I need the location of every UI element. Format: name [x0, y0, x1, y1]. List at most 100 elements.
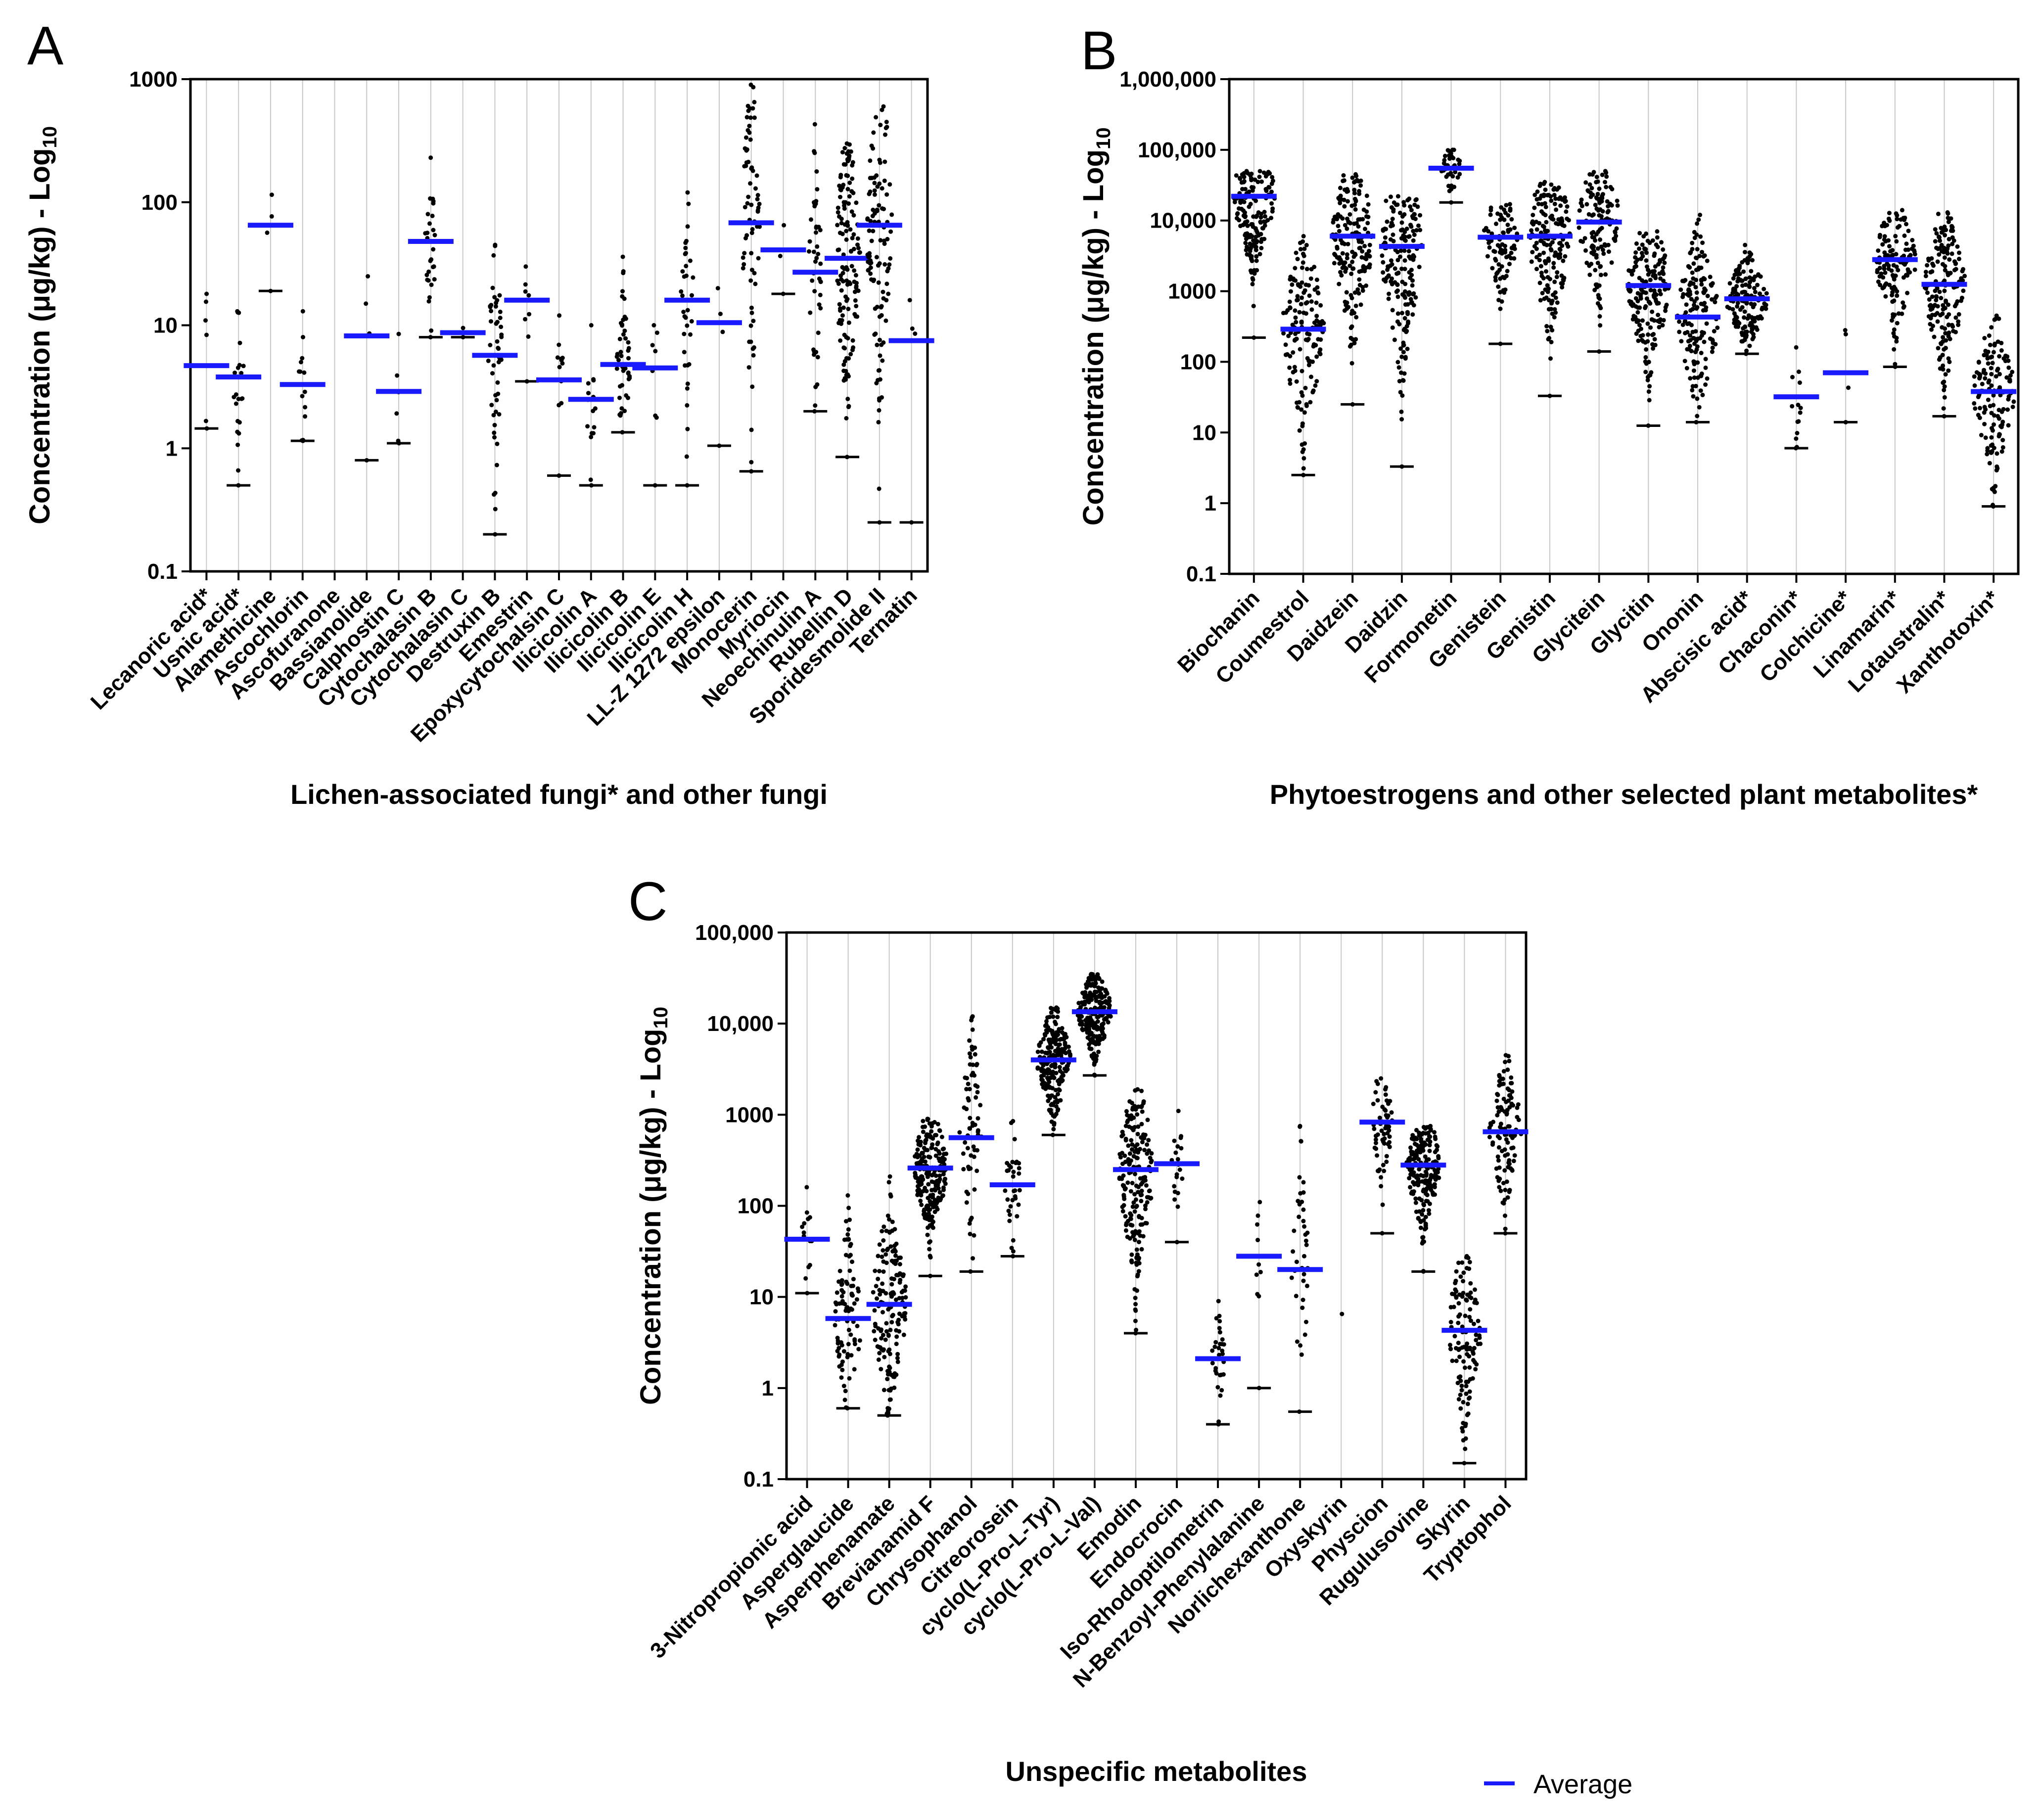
data-point — [888, 256, 893, 261]
data-point — [1052, 1120, 1057, 1125]
data-point — [585, 424, 590, 429]
data-point — [1955, 244, 1960, 249]
data-point — [1458, 1406, 1463, 1411]
data-point — [1590, 243, 1595, 248]
data-point — [626, 395, 630, 400]
data-point — [1350, 337, 1355, 342]
data-point — [1149, 1160, 1154, 1165]
data-point — [1503, 1213, 1507, 1218]
data-point — [1295, 257, 1300, 262]
data-point — [894, 1334, 899, 1339]
data-point — [882, 238, 886, 243]
data-point — [1395, 311, 1400, 316]
data-point — [1908, 253, 1913, 258]
data-point — [922, 1207, 927, 1212]
data-point — [1466, 1396, 1471, 1401]
data-point — [1292, 1228, 1297, 1233]
data-point — [1641, 234, 1646, 239]
data-point — [1946, 302, 1950, 307]
data-point — [881, 1388, 886, 1393]
data-point — [2006, 365, 2011, 370]
data-point — [1636, 338, 1641, 343]
data-point — [851, 213, 856, 218]
data-point — [1290, 282, 1295, 287]
series-linamarin — [1872, 208, 1918, 369]
data-point — [560, 356, 565, 360]
data-point — [1546, 307, 1551, 312]
data-point — [1895, 321, 1900, 326]
data-point — [1367, 249, 1371, 254]
data-point — [881, 1238, 886, 1243]
data-point — [1946, 368, 1951, 373]
data-point — [621, 269, 626, 274]
data-point — [1943, 331, 1948, 336]
data-point — [1710, 349, 1715, 354]
data-point — [964, 1200, 969, 1205]
data-point — [1990, 450, 1995, 455]
y-tick-label: 100,000 — [1138, 138, 1216, 162]
data-point — [1405, 198, 1410, 203]
data-point — [1693, 350, 1698, 355]
data-point — [812, 289, 817, 294]
data-point — [1172, 1184, 1177, 1189]
data-point — [748, 339, 753, 344]
data-point — [881, 1348, 885, 1353]
data-point — [742, 262, 746, 267]
data-point — [873, 1268, 878, 1273]
data-point — [1467, 1314, 1472, 1319]
data-point — [1338, 186, 1343, 190]
data-point — [841, 162, 846, 167]
data-point — [748, 137, 753, 142]
data-point — [718, 312, 723, 316]
data-point — [968, 1116, 973, 1120]
data-point — [526, 334, 531, 339]
data-point — [844, 237, 849, 242]
data-point — [1962, 274, 1967, 279]
data-point — [1297, 1202, 1302, 1207]
data-point — [492, 295, 497, 300]
data-point — [1465, 1401, 1470, 1406]
data-point — [1597, 187, 1602, 191]
data-point — [1173, 1150, 1178, 1155]
data-point — [1361, 265, 1366, 270]
data-point — [1453, 1281, 1458, 1286]
data-point — [1928, 316, 1933, 321]
data-point — [1379, 1184, 1384, 1189]
data-point — [1381, 227, 1386, 232]
data-point — [555, 355, 560, 360]
data-point — [1541, 250, 1546, 255]
data-point — [1052, 1034, 1056, 1039]
data-point — [1550, 328, 1555, 333]
data-point — [844, 278, 849, 283]
data-point — [1933, 239, 1938, 244]
data-point — [1973, 406, 1978, 411]
data-point — [756, 256, 761, 261]
data-point — [900, 1314, 905, 1319]
data-point — [682, 274, 687, 279]
data-point — [1056, 1049, 1061, 1054]
data-point — [1414, 1153, 1419, 1158]
data-point — [1257, 1200, 1262, 1205]
data-point — [1262, 236, 1267, 241]
data-point — [1990, 442, 1995, 447]
data-point — [876, 1276, 881, 1281]
data-point — [557, 342, 561, 347]
data-point — [848, 1332, 853, 1337]
data-point — [1565, 204, 1570, 209]
data-point — [1129, 1125, 1134, 1130]
data-point — [494, 398, 499, 403]
data-point — [1408, 223, 1413, 228]
data-point — [203, 318, 208, 323]
data-point — [1411, 303, 1416, 308]
data-point — [1549, 340, 1554, 344]
data-point — [1565, 216, 1570, 221]
data-point — [1341, 173, 1346, 178]
data-point — [1895, 289, 1900, 294]
data-point — [1934, 231, 1939, 236]
data-point — [879, 304, 884, 309]
data-point — [1400, 227, 1405, 232]
data-point — [856, 288, 861, 293]
data-point — [752, 271, 757, 276]
data-point — [841, 1349, 846, 1354]
data-point — [1894, 264, 1899, 269]
